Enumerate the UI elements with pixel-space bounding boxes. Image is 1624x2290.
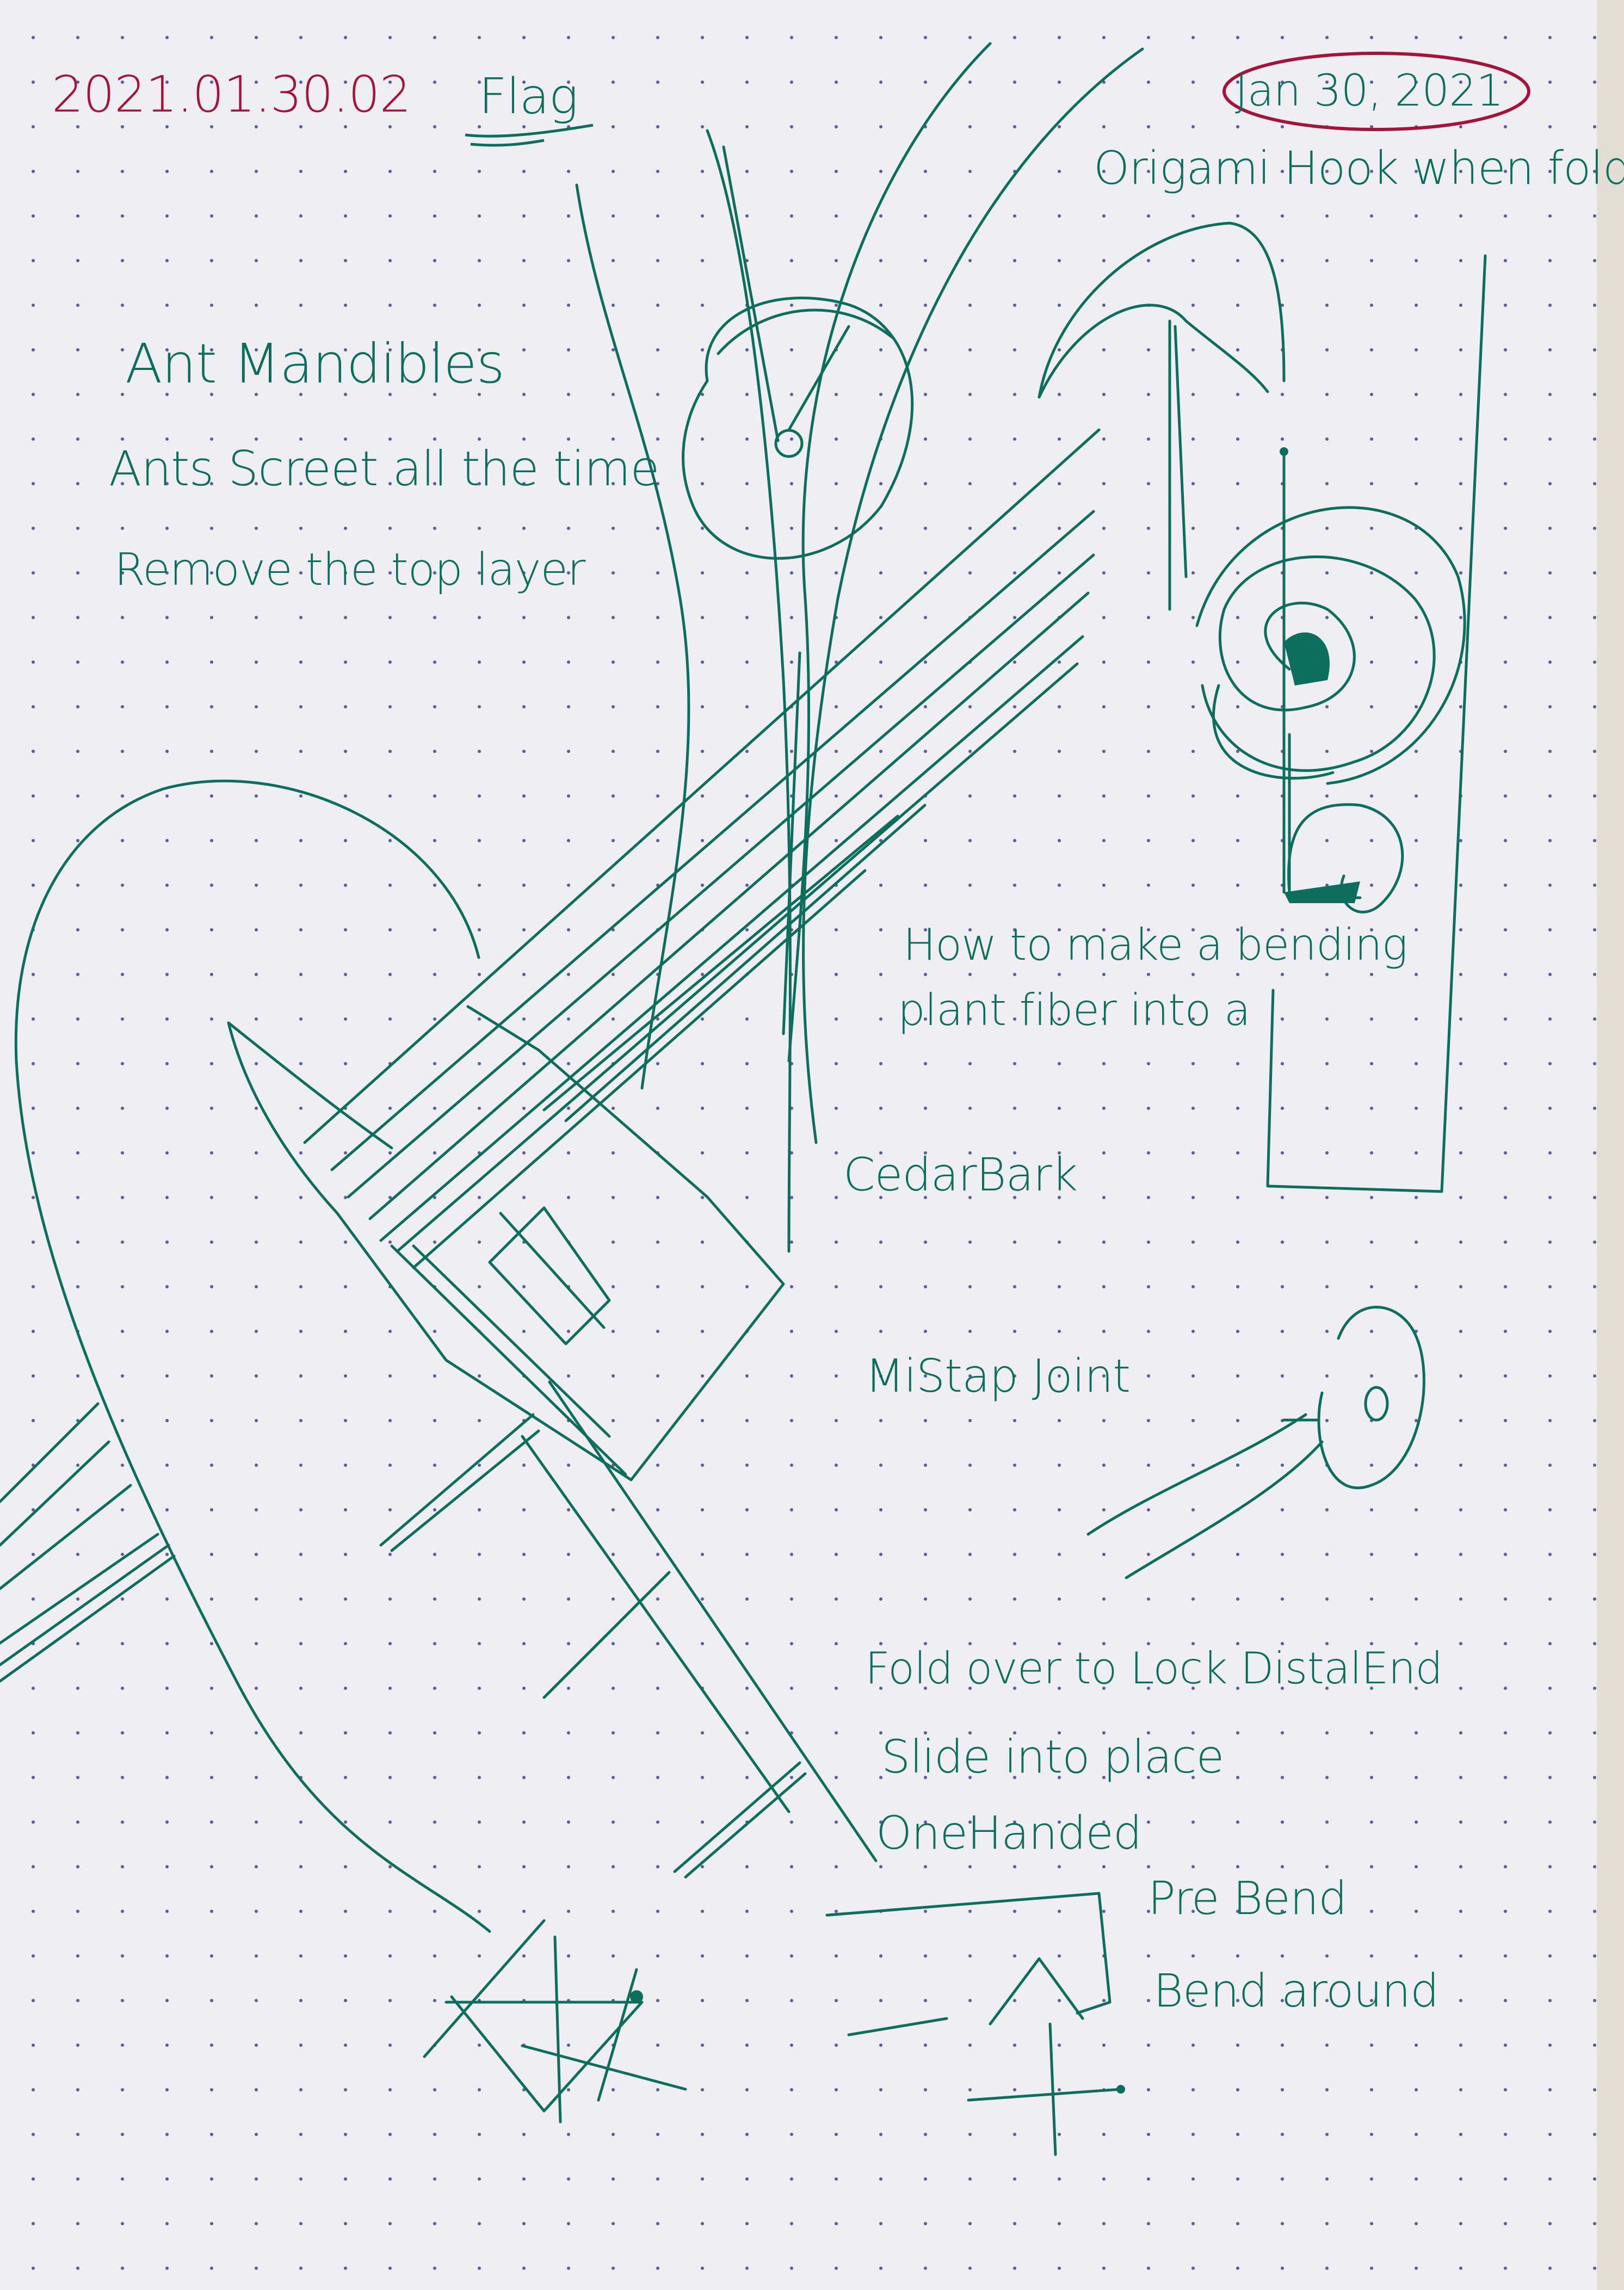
date-ring [1222, 52, 1530, 131]
note-remove-layer: Remove the top layer [114, 544, 586, 596]
note-bend-around: Bend around [1153, 1964, 1439, 2017]
left-plank-lines [0, 1402, 176, 1683]
note-how-to-make-1: How to make a bending [903, 919, 1408, 970]
spiral [1201, 555, 1436, 772]
cross-tick-3 [673, 1761, 801, 1873]
blade-outline [227, 1005, 785, 1482]
note-ants-screet: Ants Screet all the time [109, 441, 660, 497]
page-edge [1597, 0, 1624, 2290]
note-how-to-make-2: plant fiber into a [898, 985, 1251, 1035]
hook-arc [1038, 221, 1286, 399]
note-mistap-joint: MiStap Joint [865, 1349, 1131, 1403]
cross-tick-1 [379, 1413, 535, 1547]
title-underline [465, 124, 594, 138]
curved-arm-outline [14, 779, 491, 1933]
note-pre-bend: Pre Bend [1148, 1872, 1347, 1925]
scribble-star [423, 1919, 687, 2124]
note-slide-into: Slide into place [881, 1730, 1224, 1783]
page-id-code: 2021.01.30.02 [52, 65, 411, 124]
page-title: Flag [479, 68, 578, 125]
note-ant-mandibles: Ant Mandibles [125, 332, 505, 396]
top-circle [682, 297, 914, 560]
note-fold-over: Fold over to Lock DistalEnd [865, 1643, 1443, 1694]
note-cedar-bark: CedarBark [843, 1148, 1078, 1201]
note-origami-hook: Origami Hook when folded? [1094, 141, 1624, 195]
note-one-handed: OneHanded [876, 1806, 1142, 1860]
joint-circle [1317, 1306, 1425, 1490]
page-date: Jan 30, 2021 [1235, 65, 1504, 116]
